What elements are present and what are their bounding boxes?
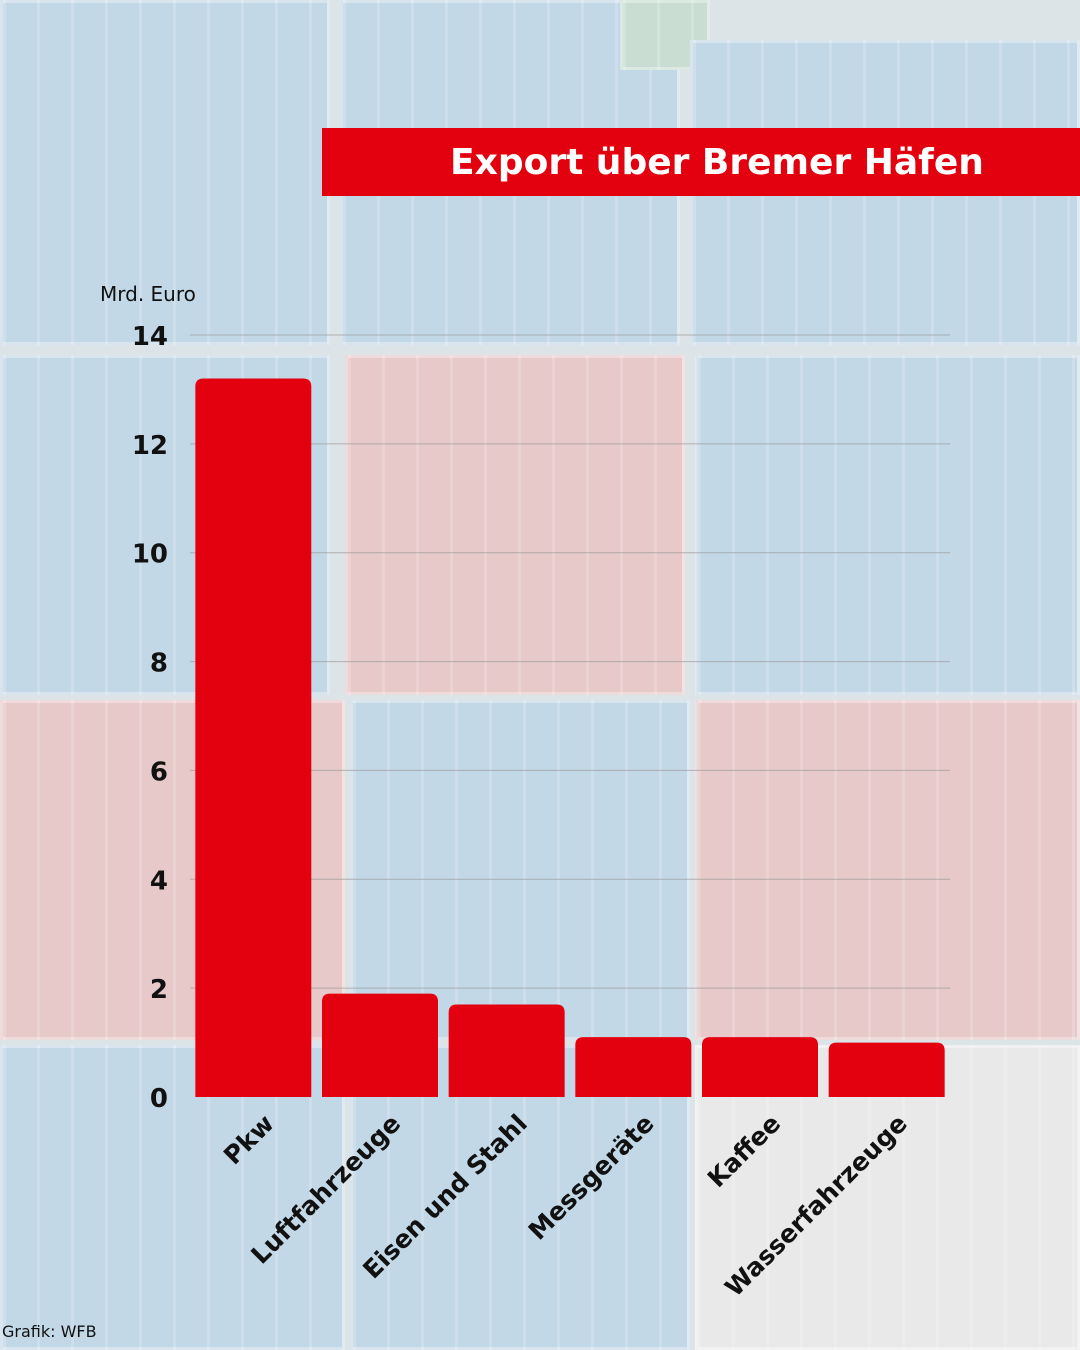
y-tick-label: 6 (150, 757, 168, 787)
y-tick-label: 0 (150, 1084, 168, 1114)
background-container (695, 355, 1080, 695)
bar-wasserfahrzeuge (828, 1042, 945, 1097)
category-label: Pkw (218, 1109, 280, 1171)
bar-pkw (195, 378, 312, 1097)
background-container (345, 355, 685, 695)
background-container (350, 700, 690, 1040)
bar-eisen-und-stahl (448, 1004, 565, 1097)
background-container (695, 700, 1080, 1040)
y-tick-labels: 0 2 4 6 8 10 12 14 (132, 322, 168, 1114)
y-tick-label: 12 (132, 431, 168, 461)
y-tick-label: 8 (150, 649, 168, 679)
bar-messgeräte (575, 1037, 692, 1097)
category-label: Kaffee (702, 1109, 786, 1193)
y-axis-unit-label: Mrd. Euro (100, 282, 196, 306)
bars (195, 378, 945, 1097)
bar-luftfahrzeuge (322, 993, 438, 1097)
chart-title: Export über Bremer Häfen (450, 142, 984, 183)
y-tick-label: 2 (150, 975, 168, 1005)
title-bar (322, 128, 1080, 196)
bar-kaffee (702, 1037, 818, 1097)
y-tick-label: 14 (132, 322, 168, 352)
y-tick-label: 4 (150, 866, 168, 896)
y-tick-label: 10 (132, 540, 168, 570)
category-label: Messgeräte (523, 1109, 660, 1246)
source-credit: Grafik: WFB (2, 1322, 97, 1341)
gridlines (190, 334, 950, 989)
background-container (0, 0, 330, 345)
